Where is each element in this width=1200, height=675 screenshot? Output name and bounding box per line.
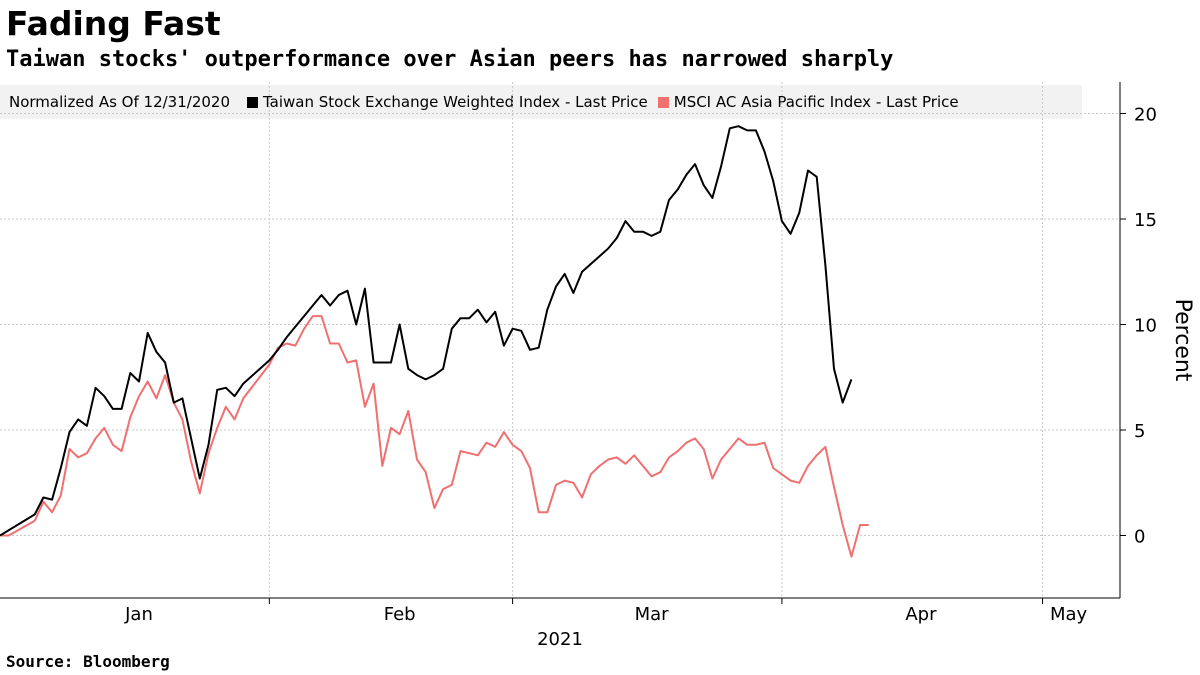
x-tick-label-apr: Apr: [905, 604, 937, 625]
y-tick-label-5: 5: [1134, 421, 1145, 442]
series-line-msci: [0, 315, 869, 558]
chart-subtitle: Taiwan stocks' outperformance over Asian…: [6, 47, 894, 72]
legend-swatch-taiwan: [247, 96, 258, 108]
y-tick-label-10: 10: [1134, 316, 1157, 337]
x-axis-year-label: 2021: [537, 629, 583, 650]
legend-swatch-msci: [657, 96, 669, 108]
legend-normalization-note: Normalized As Of 12/31/2020: [9, 93, 230, 111]
legend-item-taiwan: Taiwan Stock Exchange Weighted Index - L…: [247, 93, 648, 111]
x-tick-label-feb: Feb: [384, 604, 416, 625]
x-tick-label-may: May: [1050, 604, 1088, 625]
y-tick-label-0: 0: [1134, 527, 1145, 548]
legend-label-msci: MSCI AC Asia Pacific Index - Last Price: [673, 93, 959, 111]
y-axis-title: Percent: [1170, 299, 1195, 382]
y-tick-label-20: 20: [1134, 105, 1157, 126]
x-tick-label-mar: Mar: [635, 604, 670, 625]
x-tick-label-jan: Jan: [124, 604, 153, 625]
chart-title: Fading Fast: [6, 4, 221, 43]
source-note: Source: Bloomberg: [6, 652, 170, 671]
legend-label-taiwan: Taiwan Stock Exchange Weighted Index - L…: [263, 93, 648, 111]
y-tick-label-15: 15: [1134, 210, 1157, 231]
legend-item-msci: MSCI AC Asia Pacific Index - Last Price: [657, 93, 959, 111]
series-line-taiwan: [0, 125, 853, 537]
